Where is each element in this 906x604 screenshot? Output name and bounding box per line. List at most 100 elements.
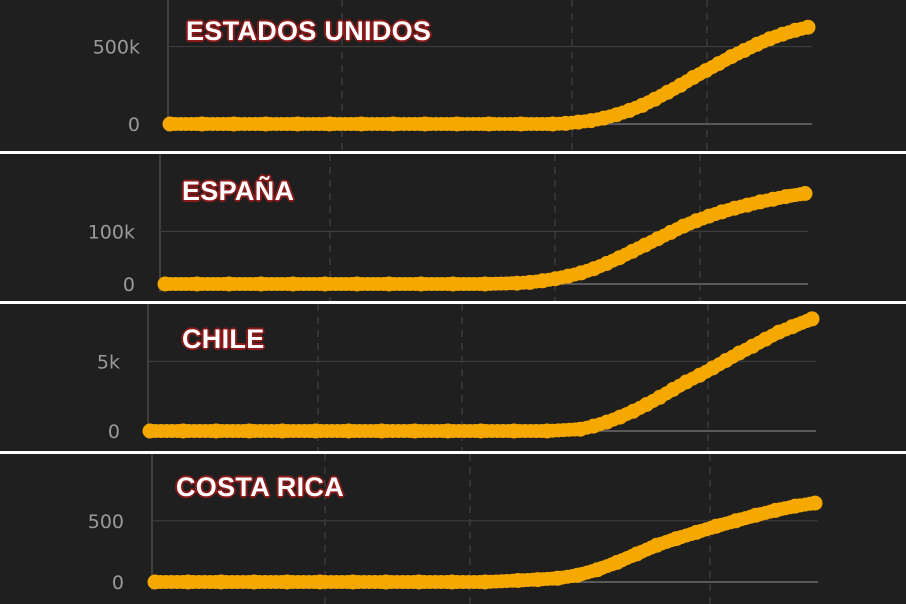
data-point <box>668 531 684 547</box>
data-point <box>698 63 714 79</box>
y-tick-label: 0 <box>112 572 124 594</box>
data-point <box>609 107 625 123</box>
data-point <box>711 56 727 72</box>
chart-title-costa-rica: COSTA RICA <box>176 472 344 502</box>
data-point <box>477 276 493 292</box>
data-point <box>692 367 707 383</box>
data-point <box>762 31 778 47</box>
data-point <box>647 91 663 107</box>
data-point <box>274 423 290 439</box>
data-point <box>688 524 704 540</box>
y-tick-label: 0 <box>123 274 135 296</box>
data-point <box>180 574 196 590</box>
data-point <box>547 271 563 287</box>
data-point <box>162 116 178 132</box>
data-point <box>550 570 566 586</box>
data-point <box>775 26 790 42</box>
data-point <box>688 213 704 229</box>
data-point <box>308 423 323 439</box>
data-point <box>723 49 739 65</box>
data-point <box>621 102 637 118</box>
chart-panel-chile: 0 5k CHILE <box>0 304 906 451</box>
y-tick-label: 0 <box>128 114 140 136</box>
data-point <box>599 414 615 430</box>
data-point <box>509 275 525 291</box>
data-point <box>510 573 526 588</box>
y-tick-label: 0 <box>108 421 120 443</box>
data-point <box>731 345 747 361</box>
data-point <box>345 574 361 590</box>
data-point <box>807 495 823 511</box>
data-point <box>637 237 653 253</box>
data-point <box>771 324 787 340</box>
data-point <box>672 77 688 93</box>
data-point <box>381 276 397 292</box>
data-point <box>660 84 676 100</box>
chart-panel-spain: 0 100k ESPAÑA <box>0 154 906 301</box>
data-point <box>599 256 615 271</box>
data-point <box>804 311 820 327</box>
data-point <box>639 397 654 412</box>
data-point <box>708 518 724 534</box>
data-point <box>506 423 522 439</box>
data-point <box>157 276 173 292</box>
data-point <box>253 276 269 292</box>
data-point <box>290 116 306 132</box>
chart-title-usa: ESTADOS UNIDOS <box>186 16 432 46</box>
data-point <box>570 114 586 130</box>
data-point <box>727 200 743 216</box>
chart-panel-costa-rica: 0 500 COSTA RICA <box>0 454 906 604</box>
data-point <box>246 574 262 590</box>
y-tick-label: 500 <box>88 511 124 533</box>
data-point <box>530 572 546 588</box>
data-point <box>649 537 665 553</box>
panel-separator <box>0 151 906 154</box>
data-point <box>665 382 681 397</box>
data-point <box>385 116 401 132</box>
data-point <box>624 243 640 259</box>
chart-usa: 0 500k <box>93 0 816 151</box>
data-point <box>714 204 730 220</box>
data-point <box>800 19 816 35</box>
y-tick-label: 100k <box>88 221 135 243</box>
data-point <box>767 502 783 518</box>
data-point <box>569 567 585 583</box>
data-point <box>279 574 295 590</box>
data-point <box>797 186 813 201</box>
data-point <box>609 554 625 570</box>
y-tick-label: 500k <box>93 37 140 59</box>
data-point <box>194 116 210 132</box>
data-point <box>778 189 794 205</box>
data-point <box>378 574 394 590</box>
data-point <box>663 224 679 240</box>
data-point <box>787 22 803 38</box>
data-point <box>539 423 555 439</box>
series-line <box>148 496 822 589</box>
data-point <box>407 423 423 439</box>
data-point <box>258 116 274 132</box>
data-point <box>226 116 242 132</box>
data-point <box>322 116 337 132</box>
data-point <box>445 276 461 292</box>
data-point <box>221 276 237 292</box>
data-point <box>481 116 497 132</box>
data-point <box>744 338 760 354</box>
data-point <box>189 276 205 292</box>
data-point <box>208 423 224 439</box>
data-point <box>545 116 561 132</box>
data-point <box>611 250 627 266</box>
data-point <box>701 208 717 224</box>
chart-chile: 0 5k <box>97 304 820 451</box>
data-point <box>513 116 529 132</box>
data-point <box>317 276 333 292</box>
data-point <box>652 389 668 405</box>
data-point <box>583 113 599 129</box>
data-point <box>522 274 538 290</box>
chart-costa-rica: 0 500 <box>88 454 823 604</box>
data-point <box>560 268 576 284</box>
data-point <box>586 418 601 434</box>
data-point <box>685 70 701 85</box>
data-point <box>765 191 781 207</box>
data-point <box>374 423 390 439</box>
data-point <box>477 574 493 590</box>
